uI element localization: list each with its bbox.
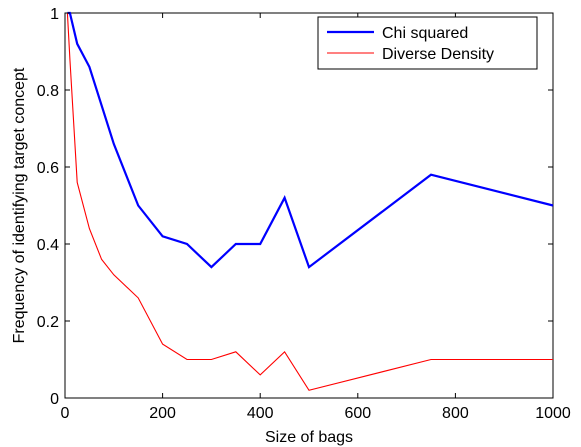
y-tick-label: 0.4 [37,237,59,254]
series-line-diverse-density [66,12,553,391]
x-tick-label: 1000 [535,405,571,422]
y-tick-label: 0.8 [37,83,59,100]
legend-entry-label: Chi squared [382,25,468,42]
x-tick-label: 600 [344,405,371,422]
legend-box [317,16,538,70]
x-tick-label: 400 [247,405,274,422]
y-tick-label: 0.6 [37,160,59,177]
y-tick-label: 0.2 [37,314,59,331]
series-line-chi-squared [67,11,554,269]
x-tick-label: 200 [149,405,176,422]
x-tick-label: 0 [61,405,70,422]
x-tick-label: 800 [442,405,469,422]
y-axis-label: Frequency of identifying target concept [11,67,28,343]
x-axis-label: Size of bags [265,429,353,446]
y-tick-label: 1 [50,6,59,23]
y-tick-label: 0 [50,391,59,408]
legend-entry-label: Diverse Density [382,46,494,63]
legend: Chi squared Diverse Density [317,16,538,70]
